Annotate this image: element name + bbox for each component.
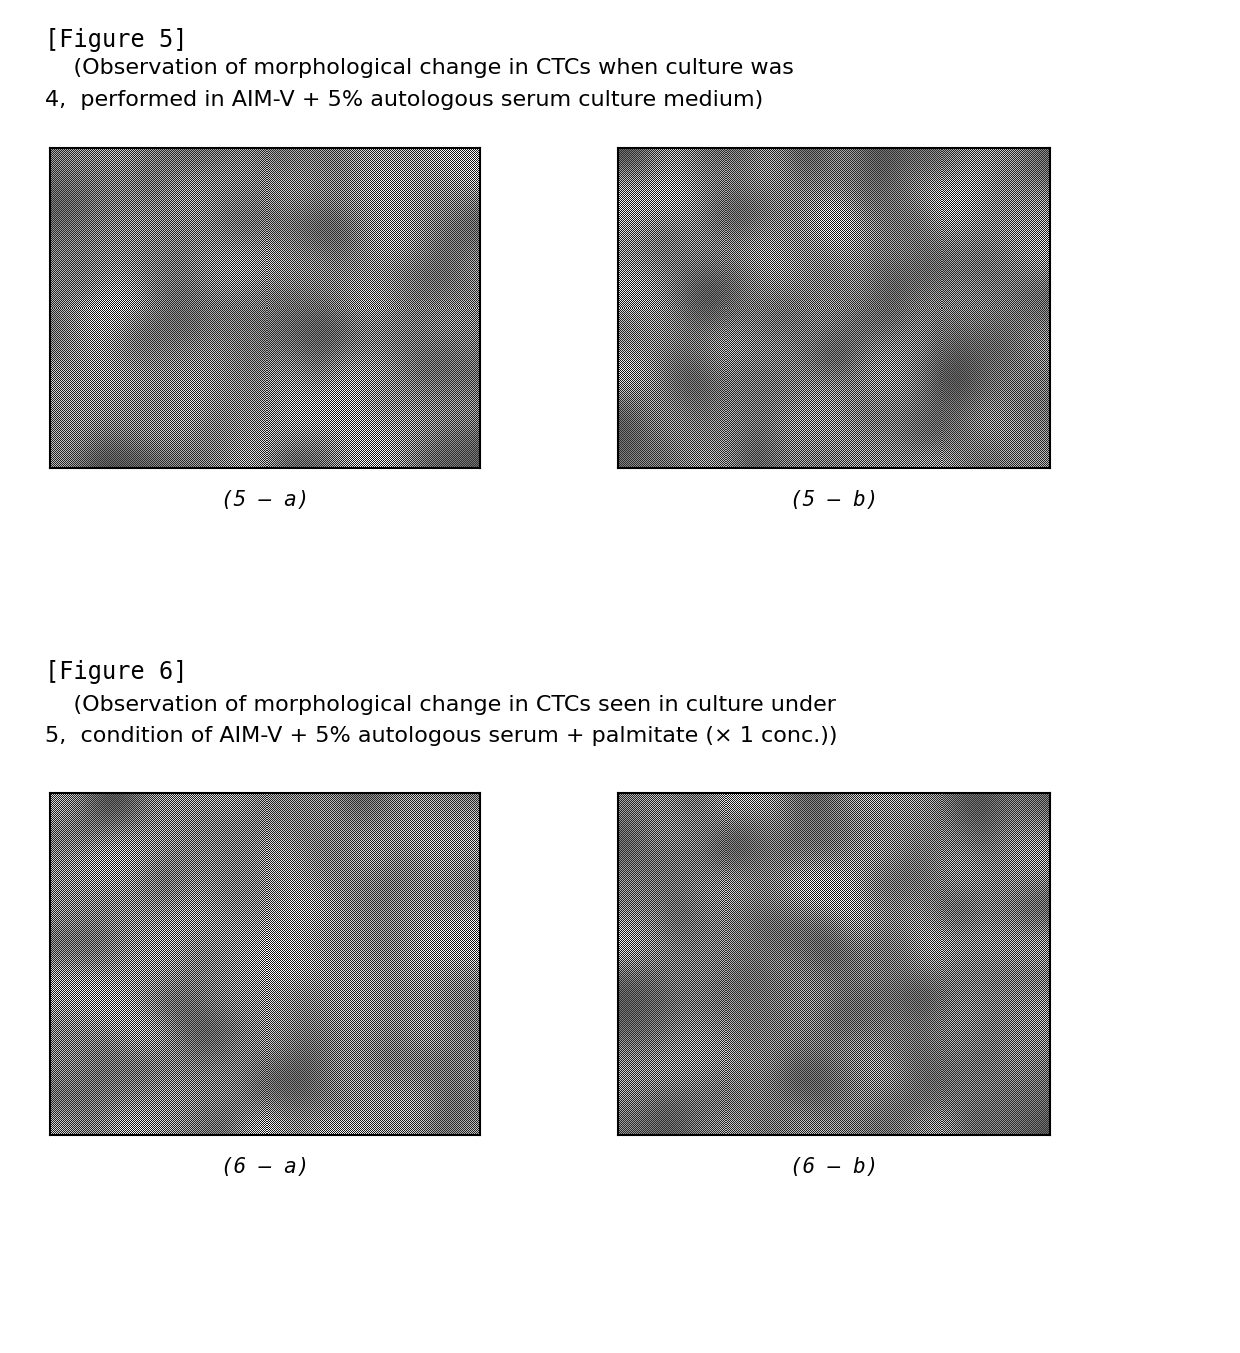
Text: (Observation of morphological change in CTCs when culture was: (Observation of morphological change in …: [45, 58, 794, 78]
Text: [Figure 6]: [Figure 6]: [45, 660, 187, 685]
Text: 4,  performed in AIM-V + 5% autologous serum culture medium): 4, performed in AIM-V + 5% autologous se…: [45, 91, 764, 110]
Text: (6 ― b): (6 ― b): [790, 1157, 878, 1177]
Text: (5 ― b): (5 ― b): [790, 490, 878, 510]
Text: (6 ― a): (6 ― a): [221, 1157, 309, 1177]
Text: 5,  condition of AIM-V + 5% autologous serum + palmitate (× 1 conc.)): 5, condition of AIM-V + 5% autologous se…: [45, 727, 837, 746]
Text: [Figure 5]: [Figure 5]: [45, 28, 187, 51]
Text: (5 ― a): (5 ― a): [221, 490, 309, 510]
Text: (Observation of morphological change in CTCs seen in culture under: (Observation of morphological change in …: [45, 695, 836, 714]
